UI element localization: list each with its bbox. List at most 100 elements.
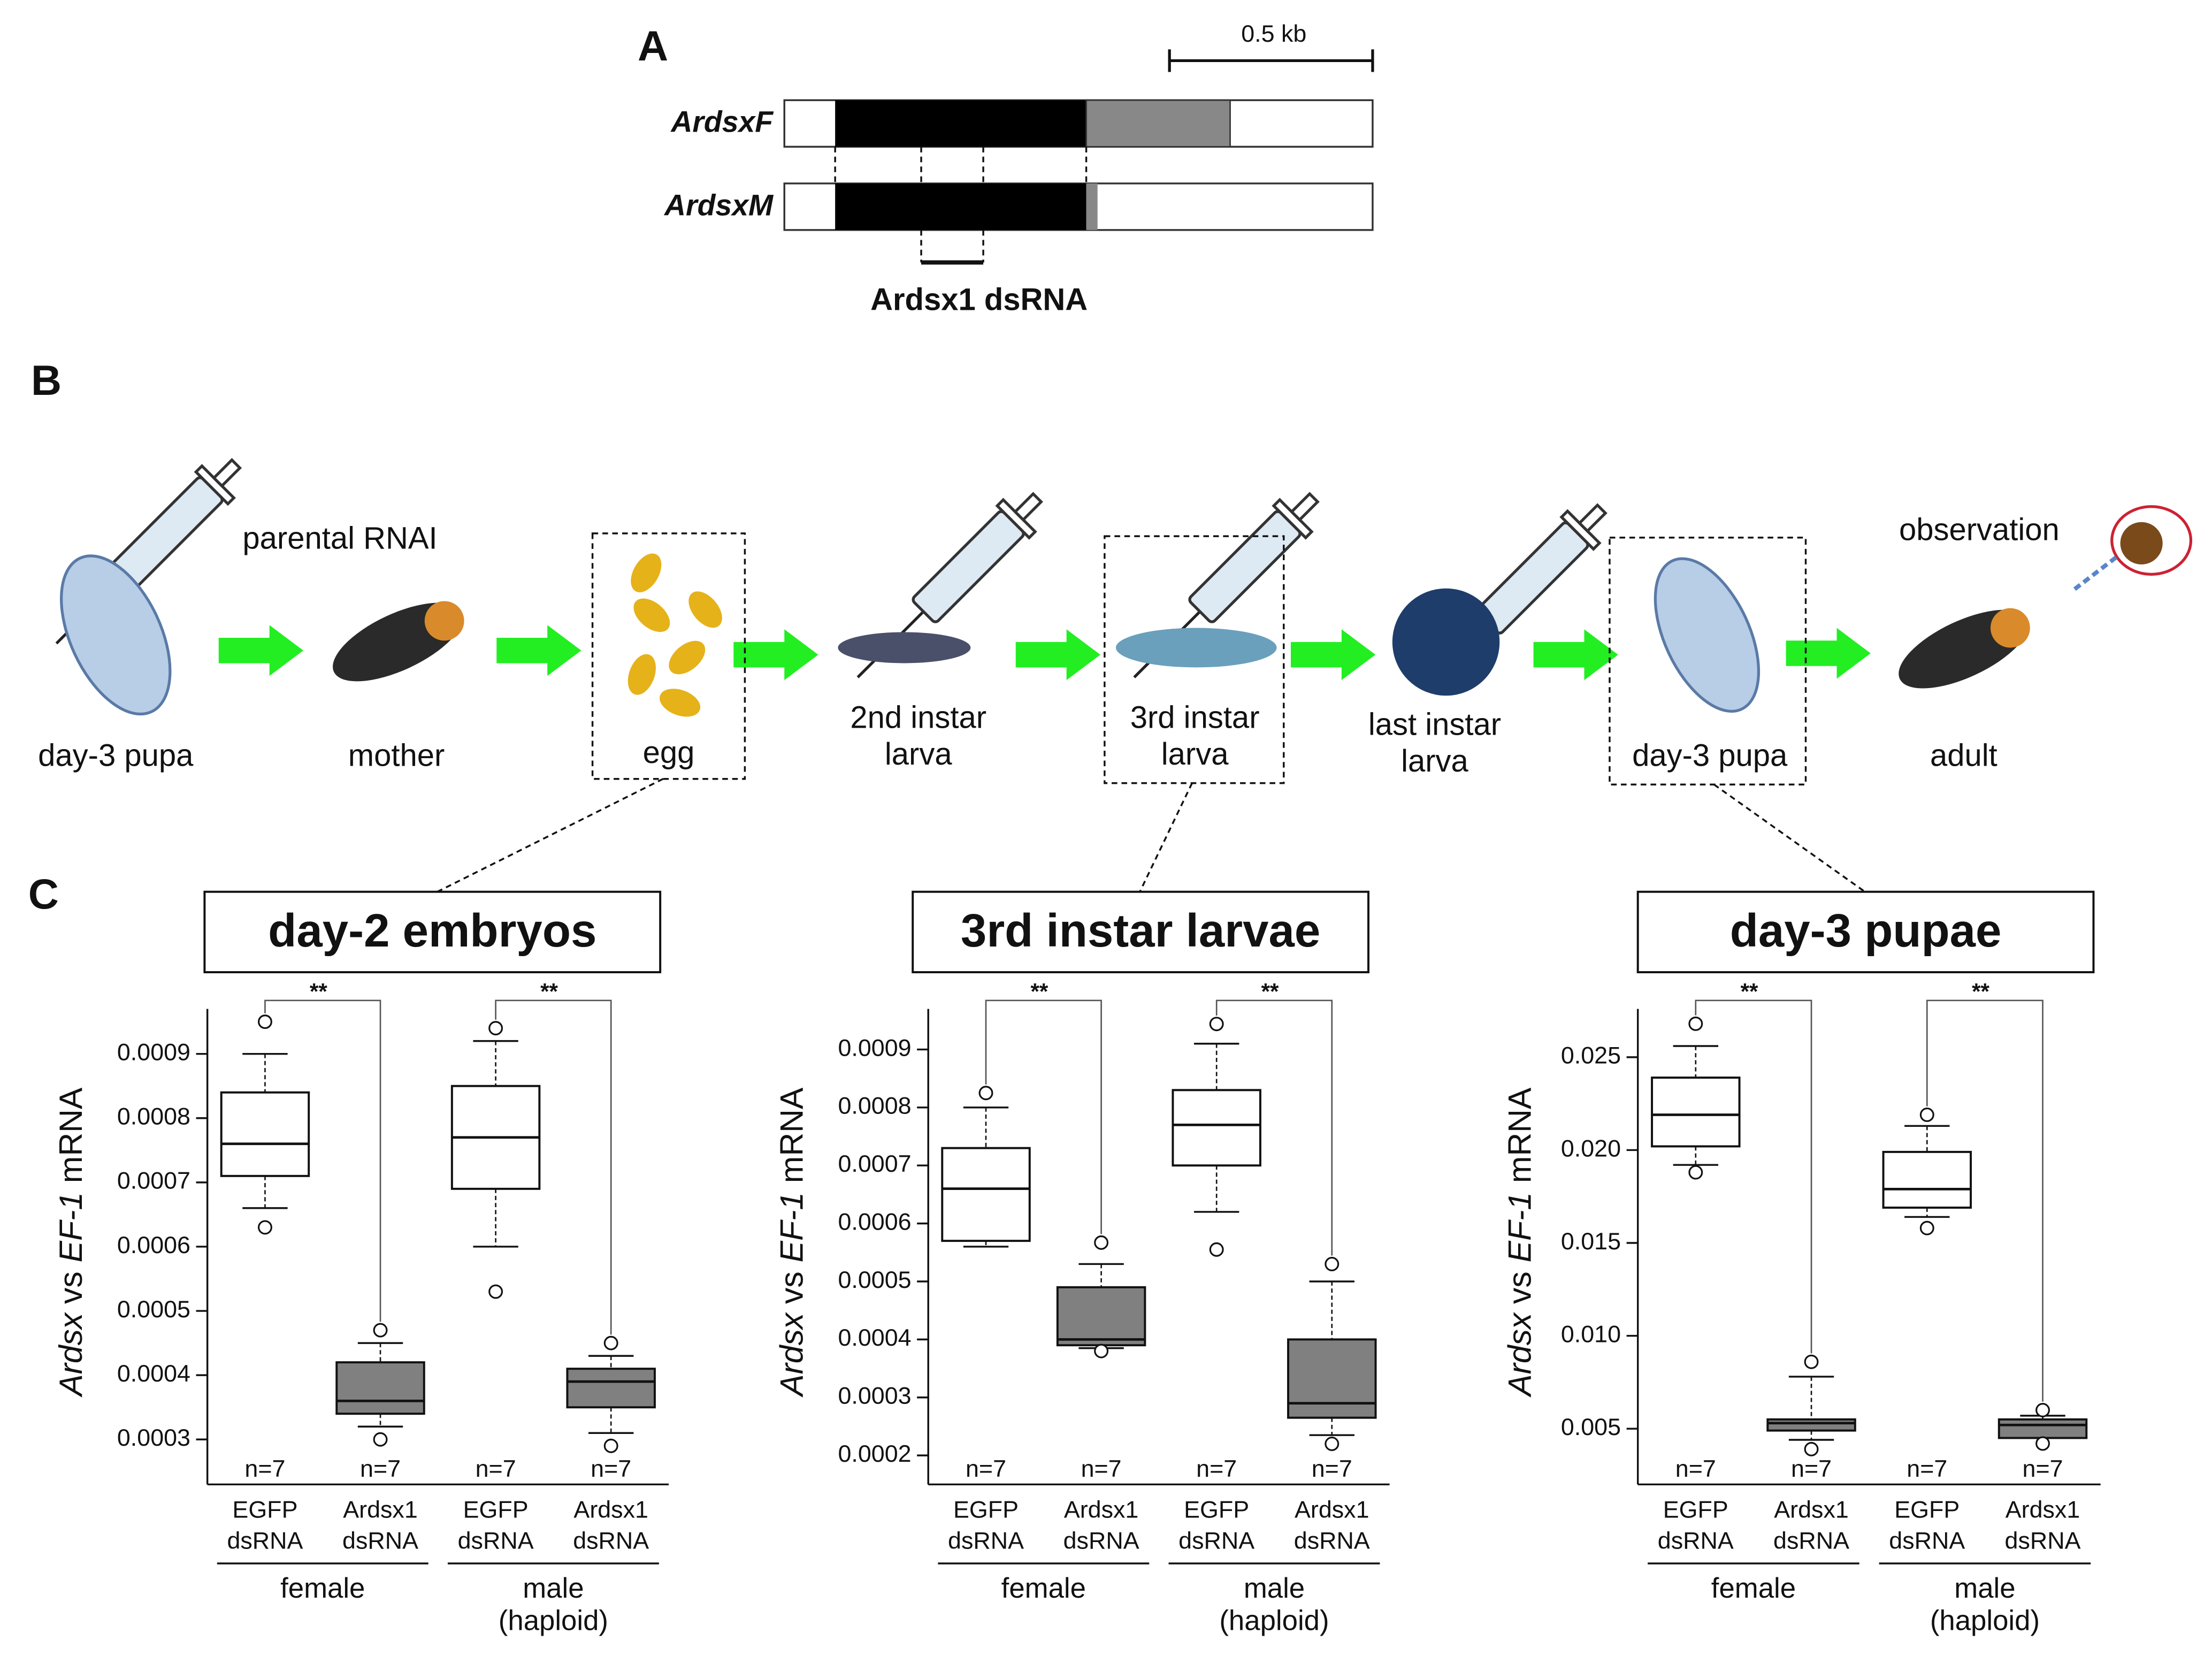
outlier — [1804, 1441, 1819, 1456]
significance-bracket — [985, 999, 1102, 1234]
y-tick-label: 0.0003 — [117, 1424, 190, 1451]
y-tick-label: 0.020 — [1561, 1134, 1621, 1162]
mother-image — [424, 601, 464, 641]
stage-label: mother — [348, 738, 445, 773]
stage-label: egg — [643, 735, 695, 770]
egg-image — [627, 553, 722, 717]
y-label-part: Ardsx — [774, 1311, 810, 1398]
stage-label: larva — [1401, 744, 1468, 779]
y-tick-label: 0.0008 — [117, 1103, 190, 1130]
n-label: n=7 — [966, 1455, 1006, 1482]
significance-bracket — [1695, 999, 1812, 1354]
y-tick-label: 0.0006 — [117, 1231, 190, 1258]
transcript-label: ArdsxF — [670, 105, 774, 139]
outlier — [1325, 1257, 1340, 1271]
outlier — [1688, 1165, 1703, 1180]
stage-label: 3rd instar — [1130, 700, 1260, 735]
x-tick-label: EGFP — [1663, 1495, 1728, 1523]
outlier — [603, 1438, 618, 1453]
n-label: n=7 — [1081, 1455, 1122, 1482]
box-chart: day-2 embryos 0.0003 0.0004 0.0005 0.0006 0.0… — [52, 890, 669, 1637]
exon — [835, 100, 1086, 147]
outlier — [978, 1086, 993, 1101]
outlier — [1209, 1242, 1224, 1257]
arrows — [218, 625, 1871, 681]
x-tick-label: dsRNA — [1294, 1527, 1370, 1554]
scale-bar — [1168, 49, 1374, 72]
x-tick-label: EGFP — [232, 1495, 297, 1523]
significance-label: ** — [1741, 979, 1758, 1004]
outlier — [373, 1323, 388, 1338]
y-label-part: EF-1 — [52, 1192, 89, 1262]
y-label-part: Ardsx — [1501, 1311, 1537, 1398]
stage-label: 2nd instar — [850, 700, 986, 735]
y-tick-label: 0.0004 — [838, 1324, 911, 1351]
stage-label: observation — [1899, 513, 2060, 547]
outlier — [488, 1284, 503, 1299]
y-label-part: EF-1 — [774, 1192, 810, 1262]
stage-label: parental RNAI — [242, 521, 437, 555]
n-label: n=7 — [1312, 1455, 1352, 1482]
eye-icon — [2120, 522, 2163, 564]
view-arrow — [2072, 555, 2118, 592]
box — [941, 1147, 1031, 1242]
x-tick-label: dsRNA — [1889, 1527, 1965, 1554]
outlier — [1804, 1354, 1819, 1369]
y-tick-label: 0.0007 — [117, 1167, 190, 1194]
pupa-image — [60, 554, 172, 716]
y-label-part: Ardsx — [52, 1311, 89, 1398]
y-label-part: vs — [774, 1262, 810, 1312]
group-label: male — [1244, 1573, 1305, 1604]
y-tick-label: 0.025 — [1561, 1042, 1621, 1069]
outlier — [373, 1432, 388, 1447]
x-tick-label: dsRNA — [458, 1527, 534, 1554]
n-label: n=7 — [1675, 1455, 1716, 1482]
significance-bracket — [1215, 999, 1333, 1256]
pupa-image — [1654, 557, 1761, 713]
exon — [1086, 183, 1098, 230]
x-tick-label: EGFP — [1894, 1495, 1960, 1523]
outlier — [257, 1220, 272, 1235]
y-tick-label: 0.0009 — [117, 1038, 190, 1065]
panel-label: C — [28, 870, 59, 918]
box — [1651, 1077, 1741, 1148]
n-label: n=7 — [476, 1455, 516, 1482]
chart-title: 3rd instar larvae — [961, 905, 1320, 957]
x-tick-label: Ardsx1 — [1774, 1495, 1849, 1523]
dashed-box — [1609, 537, 1807, 785]
chart-title: day-2 embryos — [268, 905, 596, 957]
y-tick-label: 0.0002 — [838, 1440, 911, 1467]
stage-label: larva — [1161, 737, 1229, 772]
n-label: n=7 — [591, 1455, 631, 1482]
y-tick-label: 0.0007 — [838, 1150, 911, 1177]
group-label: female — [280, 1573, 365, 1604]
dashed-box — [591, 532, 746, 780]
title-box — [912, 890, 1369, 973]
y-tick-label: 0.0004 — [117, 1360, 190, 1387]
outlier — [1094, 1235, 1109, 1250]
panel-label: B — [31, 356, 62, 404]
outlier — [2035, 1436, 2050, 1451]
panel-c: day-2 embryos 0.0003 0.0004 0.0005 0.0006 0.0… — [52, 890, 2101, 1637]
stage-label: day-3 pupa — [1632, 738, 1788, 773]
larva-image — [1115, 628, 1277, 668]
y-tick-label: 0.0006 — [838, 1208, 911, 1235]
y-axis-label: Ardsx vs EF-1 mRNA — [52, 1087, 89, 1398]
outlier — [1688, 1016, 1703, 1031]
group-label: female — [1711, 1573, 1796, 1604]
dashed-box — [1104, 535, 1285, 784]
outlier — [1919, 1220, 1934, 1235]
dsrna-label: Ardsx1 dsRNA — [870, 283, 1088, 317]
box — [1882, 1150, 1972, 1209]
panel-a: A 0.5 kb ArdsxF ArdsxM Ardsx1 dsRNA — [638, 20, 1374, 317]
y-tick-label: 0.0009 — [838, 1034, 911, 1061]
y-label-part: vs — [1501, 1262, 1537, 1312]
significance-label: ** — [310, 979, 327, 1004]
group-label: male — [523, 1573, 584, 1604]
y-tick-label: 0.010 — [1561, 1320, 1621, 1347]
outlier — [603, 1336, 618, 1350]
group-label: female — [1001, 1573, 1086, 1604]
box-chart: day-3 pupae 0.005 0.010 0.015 0.020 0.025 Ards… — [1501, 890, 2101, 1637]
